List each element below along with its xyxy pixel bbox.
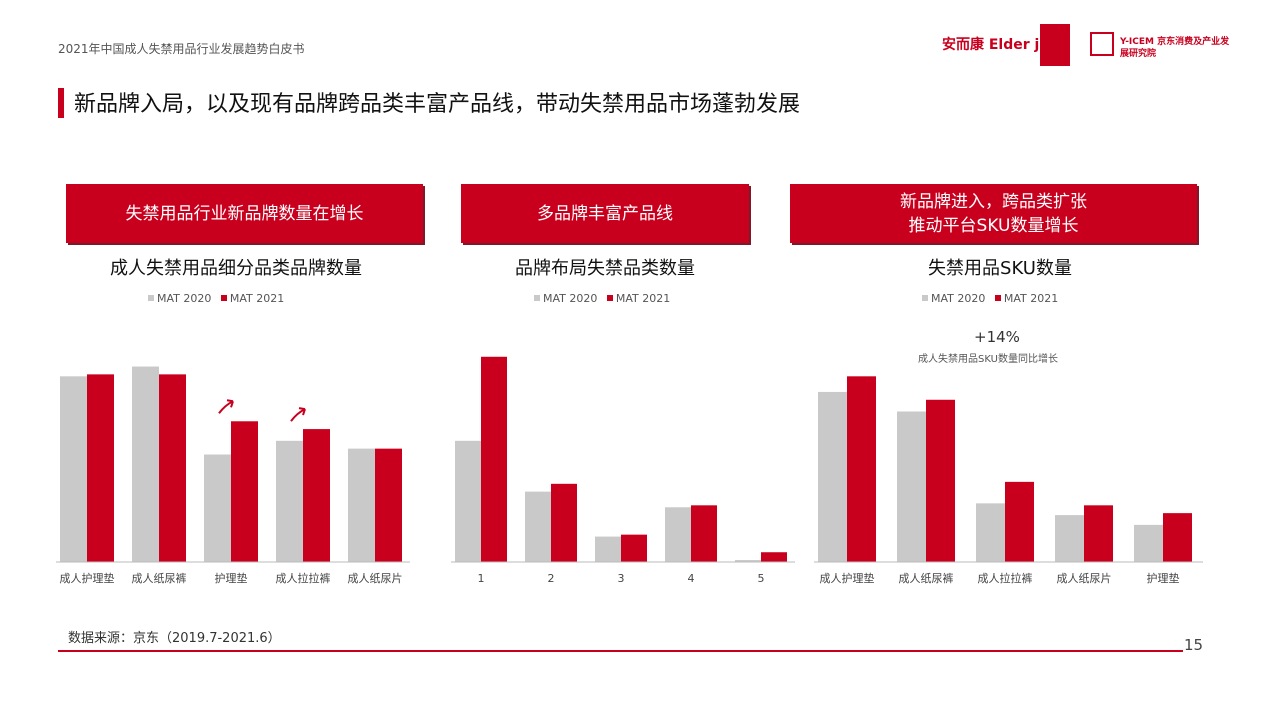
- chart-3-title: 失禁用品SKU数量: [928, 258, 1072, 279]
- logo-area: 安而康 Elder joy Y-ICEM 京东消费及产业发展研究院: [942, 24, 1232, 68]
- x-tick-label: 1: [478, 572, 485, 585]
- panel-2-banner-text: 多品牌丰富产品线: [537, 203, 673, 224]
- legend-label: MAT 2020: [543, 292, 598, 305]
- report-subtitle: 2021年中国成人失禁用品行业发展趋势白皮书: [58, 42, 305, 56]
- legend-swatch-red: [994, 295, 1001, 301]
- bar-mat2020: [1134, 524, 1163, 562]
- bar-mat2021: [159, 374, 186, 562]
- sku-growth-caption: 成人失禁用品SKU数量同比增长: [918, 354, 1058, 365]
- x-tick-label: 成人纸尿片: [348, 572, 403, 585]
- x-tick-label: 护理垫: [1147, 571, 1180, 585]
- legend-swatch-red: [606, 295, 613, 301]
- panel-3-banner-line-2: 推动平台SKU数量增长: [908, 215, 1079, 236]
- bar-mat2020: [348, 448, 375, 562]
- x-tick-label: 护理垫: [215, 571, 248, 585]
- page-title: 新品牌入局，以及现有品牌跨品类丰富产品线，带动失禁用品市场蓬勃发展: [74, 92, 801, 117]
- ycem-logo-icon: [1090, 32, 1114, 56]
- x-tick-label: 成人纸尿裤: [899, 571, 954, 585]
- bar-mat2021: [761, 552, 787, 562]
- trend-up-arrowhead-icon: [226, 399, 234, 408]
- x-tick-label: 2: [548, 572, 555, 585]
- x-tick-label: 成人拉拉裤: [276, 571, 331, 585]
- chart-3-svg: 成人护理垫 成人纸尿裤 成人拉拉裤 成人纸尿片 护理垫: [814, 376, 1203, 585]
- x-tick-label: 成人纸尿裤: [132, 571, 187, 585]
- panel-2-banner: 多品牌丰富产品线: [461, 184, 749, 243]
- footer-rule: [58, 650, 1183, 652]
- bar-mat2020: [665, 507, 691, 562]
- bar-mat2020: [276, 440, 303, 562]
- bar-mat2020: [132, 366, 159, 562]
- bar-mat2020: [976, 503, 1005, 562]
- bar-mat2021: [303, 429, 330, 562]
- bar-mat2020: [735, 560, 761, 562]
- bar-mat2020: [897, 411, 926, 562]
- bar-mat2021: [1163, 513, 1192, 562]
- bar-mat2021: [87, 374, 114, 562]
- x-tick-label: 成人纸尿片: [1057, 572, 1112, 585]
- bar-mat2020: [1055, 515, 1084, 562]
- panel-3-banner: 新品牌进入，跨品类扩张 推动平台SKU数量增长: [790, 184, 1197, 243]
- title-accent-bar: [58, 88, 64, 118]
- elderjoy-logo: 安而康 Elder joy: [942, 37, 1059, 53]
- chart-2-legend: MAT 2020 MAT 2021: [528, 292, 670, 305]
- legend-label: MAT 2021: [615, 292, 671, 305]
- chart-2-svg: 1 2 3 4 5: [451, 356, 795, 585]
- trend-up-arrowhead-icon: [298, 407, 306, 416]
- trend-up-arrow-icon: [218, 400, 234, 414]
- brand-square-logo: [1040, 24, 1070, 66]
- data-source: 数据来源：京东（2019.7-2021.6）: [68, 631, 281, 646]
- chart-1-legend: MAT 2020 MAT 2021: [142, 292, 284, 305]
- bar-mat2021: [481, 356, 507, 562]
- chart-3-legend: MAT 2020 MAT 2021: [916, 292, 1058, 305]
- bar-mat2020: [818, 391, 847, 562]
- panel-3-banner-line-1: 新品牌进入，跨品类扩张: [900, 191, 1087, 212]
- legend-swatch-gray: [148, 295, 154, 301]
- legend-label: MAT 2021: [1003, 292, 1059, 305]
- page-number: 15: [1184, 636, 1204, 654]
- ycem-logo-text: Y-ICEM 京东消费及产业发展研究院: [1120, 37, 1230, 59]
- legend-label: MAT 2020: [157, 292, 212, 305]
- bar-mat2021: [847, 376, 876, 562]
- chart-1-title: 成人失禁用品细分品类品牌数量: [110, 258, 362, 279]
- x-tick-label: 3: [618, 572, 625, 585]
- legend-swatch-gray: [534, 295, 540, 301]
- bar-mat2020: [595, 536, 621, 562]
- bar-mat2020: [204, 454, 231, 562]
- trend-up-arrow-icon: [290, 408, 306, 422]
- legend-label: MAT 2021: [229, 292, 285, 305]
- bar-mat2021: [551, 483, 577, 562]
- chart-2-title: 品牌布局失禁品类数量: [515, 258, 695, 279]
- bar-mat2020: [525, 491, 551, 562]
- legend-swatch-red: [220, 295, 227, 301]
- bar-mat2021: [375, 448, 402, 562]
- legend-swatch-gray: [922, 295, 928, 301]
- x-tick-label: 成人拉拉裤: [978, 571, 1033, 585]
- legend-label: MAT 2020: [931, 292, 986, 305]
- bar-mat2020: [60, 376, 87, 562]
- bar-mat2021: [1084, 505, 1113, 562]
- x-tick-label: 5: [758, 572, 765, 585]
- bar-mat2021: [926, 399, 955, 562]
- bar-mat2021: [621, 534, 647, 562]
- x-tick-label: 成人护理垫: [60, 571, 115, 585]
- x-tick-label: 4: [688, 572, 695, 585]
- bar-mat2021: [691, 505, 717, 562]
- chart-1-svg: 成人护理垫 成人纸尿裤 护理垫 成人拉拉裤 成人纸尿片: [56, 366, 410, 585]
- bar-mat2021: [1005, 481, 1034, 562]
- x-tick-label: 成人护理垫: [820, 571, 875, 585]
- panel-1-banner: 失禁用品行业新品牌数量在增长: [66, 184, 423, 243]
- sku-growth-value: +14%: [974, 328, 1020, 346]
- bar-mat2021: [231, 421, 258, 562]
- bar-mat2020: [455, 440, 481, 562]
- panel-1-banner-text: 失禁用品行业新品牌数量在增长: [125, 203, 364, 224]
